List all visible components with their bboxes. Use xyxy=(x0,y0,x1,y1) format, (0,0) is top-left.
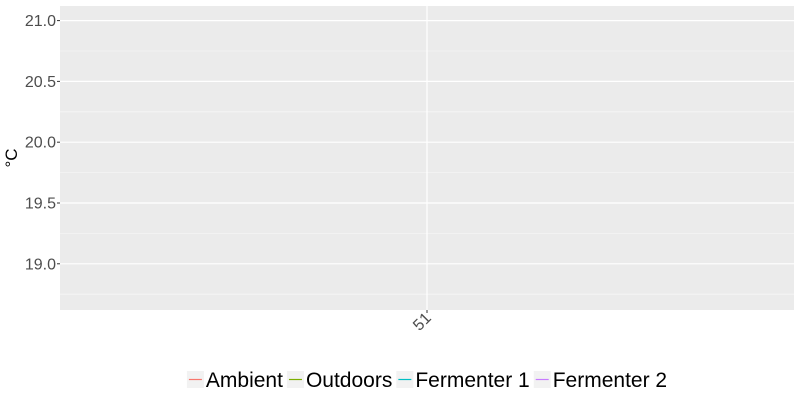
y-tick-label: 19.0 xyxy=(25,256,56,273)
y-tick-label: 19.5 xyxy=(25,195,56,212)
legend-item-fermenter-1: Fermenter 1 xyxy=(396,369,530,392)
legend-item-fermenter-2: Fermenter 2 xyxy=(533,369,667,392)
legend-label: Outdoors xyxy=(306,369,392,392)
major-gridlines xyxy=(60,6,794,310)
y-tick-label: 21.0 xyxy=(25,13,56,30)
legend-item-outdoors: Outdoors xyxy=(286,369,392,392)
legend-label: Ambient xyxy=(206,369,283,392)
y-tick-label: 20.0 xyxy=(25,135,56,152)
legend: Ambient Outdoors Fermenter 1 Fermenter 2 xyxy=(186,369,667,392)
x-axis: 51 xyxy=(410,310,435,335)
legend-label: Fermenter 1 xyxy=(415,369,529,392)
legend-item-ambient: Ambient xyxy=(186,369,283,392)
x-tick-label: 51 xyxy=(410,310,435,335)
y-axis-title: °C xyxy=(2,148,21,167)
y-tick-label: 20.5 xyxy=(25,74,56,91)
legend-label: Fermenter 2 xyxy=(553,369,667,392)
y-axis: 19.0 19.5 20.0 20.5 21.0 xyxy=(25,13,60,273)
